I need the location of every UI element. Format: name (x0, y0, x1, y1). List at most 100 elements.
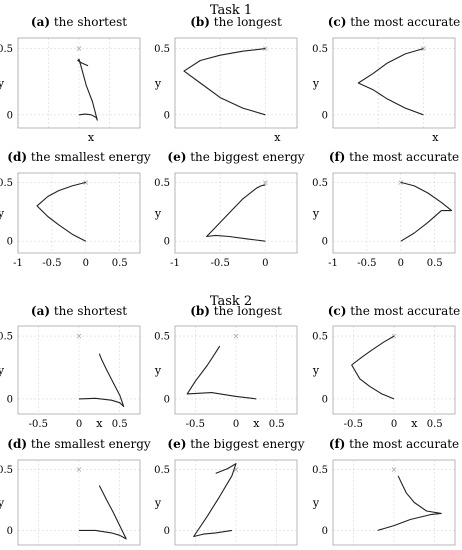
trajectory-line (206, 184, 266, 242)
x-axis-label: x (253, 417, 260, 430)
panel-caption: (b) the longest (160, 304, 312, 318)
trajectory-line (357, 48, 424, 116)
target-marker: ✕ (233, 332, 240, 341)
y-tick-label: 0.5 (312, 332, 328, 343)
x-tick-label: 0 (391, 419, 397, 430)
panel-letter: (d) (7, 150, 28, 164)
y-tick-label: 0.5 (154, 178, 170, 189)
x-axis-label: x (88, 131, 95, 144)
y-axis-label: y (154, 364, 162, 377)
x-axis-label: x (432, 131, 439, 144)
plot-frame (17, 172, 141, 254)
target-marker: ✕ (76, 45, 83, 54)
trajectory-line (78, 353, 125, 408)
y-tick-label: 0.5 (0, 332, 13, 343)
y-axis-label: y (312, 207, 320, 220)
plot-frame (174, 325, 298, 415)
panel: 00.5y-0.500.5x✕ (0, 459, 141, 550)
y-tick-label: 0 (7, 110, 13, 121)
y-tick-label: 0.5 (154, 44, 170, 55)
panel-caption: (b) the longest (160, 15, 312, 29)
plot-frame (17, 325, 141, 415)
panel-title: the shortest (50, 304, 128, 318)
panel-letter: (f) (328, 150, 346, 164)
y-tick-label: 0.5 (0, 44, 13, 55)
panel-title: the longest (209, 15, 282, 29)
x-axis-label: x (274, 131, 281, 144)
x-tick-label: -1 (328, 258, 338, 269)
y-tick-label: 0 (322, 526, 328, 537)
panel: 00.5y-0.500.5x✕ (312, 459, 456, 550)
x-tick-label: 0 (398, 258, 404, 269)
y-tick-label: 0.5 (312, 178, 328, 189)
panel-letter: (c) (327, 15, 347, 29)
x-tick-label: 0.5 (269, 419, 285, 430)
y-tick-label: 0 (7, 394, 13, 405)
panel-caption: (c) the most accurate (318, 15, 462, 29)
panel-letter: (b) (190, 304, 210, 318)
y-tick-label: 0 (7, 237, 13, 248)
panel-title: the smallest energy (27, 437, 151, 451)
plot-frame (174, 459, 298, 546)
panel-caption: (e) the biggest energy (160, 437, 312, 451)
x-tick-label: 0 (233, 419, 239, 430)
x-tick-label: -0.5 (186, 419, 205, 430)
panel-caption: (d) the smallest energy (3, 150, 155, 164)
panel-title: the most accurate (346, 15, 461, 29)
panel-letter: (f) (328, 437, 346, 451)
plot-frame (174, 37, 298, 129)
panel-letter: (a) (30, 304, 51, 318)
y-tick-label: 0.5 (312, 44, 328, 55)
x-axis-label: x (96, 548, 103, 550)
panel-title: the most accurate (345, 437, 460, 451)
trajectory-line (186, 345, 257, 400)
plot-frame (174, 172, 298, 254)
panel-caption: (a) the shortest (3, 15, 155, 29)
y-axis-label: y (312, 77, 320, 90)
x-tick-label: 0 (262, 258, 268, 269)
y-axis-label: y (0, 364, 5, 377)
panel-title: the biggest energy (186, 150, 305, 164)
y-axis-label: y (0, 497, 5, 510)
panel-letter: (b) (190, 15, 210, 29)
panel: 00.5y-0.500.5x✕ (154, 459, 298, 550)
y-tick-label: 0.5 (0, 178, 13, 189)
panel-title: the most accurate (346, 304, 461, 318)
plot-frame (332, 172, 456, 254)
panel-letter: (e) (167, 150, 187, 164)
trajectory-line (351, 335, 395, 400)
x-axis-label: x (96, 417, 103, 430)
panel-caption: (d) the smallest energy (3, 437, 155, 451)
panel: 0 0.5 y -0.5 0 0.5 x ✕ (154, 325, 298, 430)
panel: 00.5y-1 -0.5 0 0.5✕ (0, 172, 141, 269)
x-tick-label: 0.5 (427, 419, 443, 430)
y-axis-label: y (0, 207, 5, 220)
y-tick-label: 0 (7, 526, 13, 537)
y-tick-label: 0.5 (312, 465, 328, 476)
y-tick-label: 0 (164, 394, 170, 405)
panel-caption: (f) the most accurate (318, 437, 462, 451)
x-tick-label: -0.5 (211, 258, 230, 269)
trajectory-line (79, 485, 127, 540)
panel: 00.5yx✕ (154, 37, 298, 144)
panel-letter: (e) (167, 437, 187, 451)
x-tick-label: 0 (83, 258, 89, 269)
y-axis-label: y (312, 364, 320, 377)
task-1-title: Task 1 (209, 3, 253, 18)
x-tick-label: -1 (170, 258, 180, 269)
y-tick-label: 0 (164, 237, 170, 248)
y-tick-label: 0.5 (154, 332, 170, 343)
panel-caption: (f) the most accurate (318, 150, 462, 164)
y-tick-label: 0.5 (0, 465, 13, 476)
y-tick-label: 0 (322, 394, 328, 405)
y-tick-label: 0 (164, 526, 170, 537)
target-marker: ✕ (262, 178, 269, 187)
x-tick-label: 0.5 (427, 258, 443, 269)
y-axis-label: y (154, 207, 162, 220)
panel-letter: (c) (327, 304, 347, 318)
x-tick-label: 0.5 (112, 419, 128, 430)
panel: 00.5y-1 -0.5 0 0.5✕ (312, 172, 456, 269)
panel-letter: (a) (30, 15, 51, 29)
